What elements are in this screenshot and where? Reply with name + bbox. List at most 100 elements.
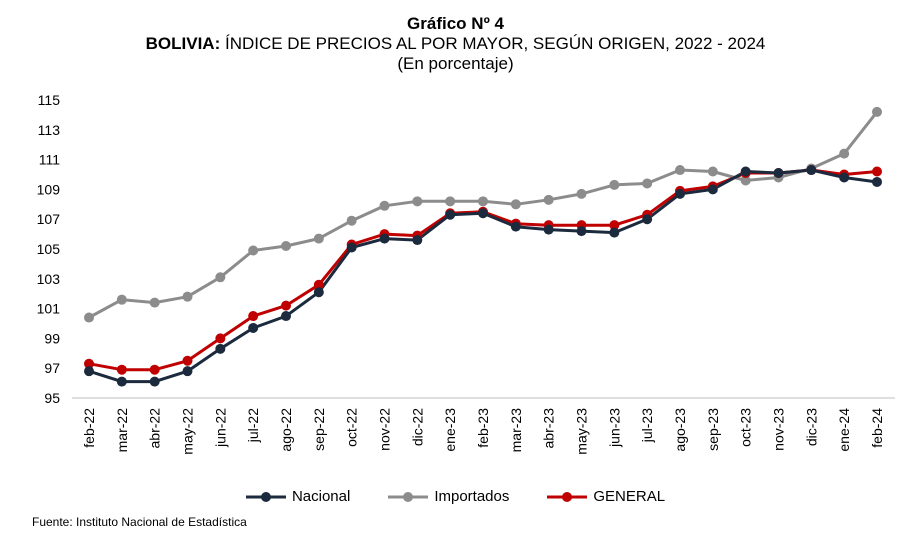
data-point-importados — [609, 179, 620, 190]
x-tick-label: jul-23 — [639, 408, 655, 443]
data-point-nacional — [576, 226, 587, 237]
data-point-importados — [248, 245, 259, 256]
y-tick-label: 107 — [37, 211, 61, 227]
data-point-importados — [149, 297, 160, 308]
x-tick-label: jun-23 — [606, 408, 622, 448]
chart-title-country: BOLIVIA: — [145, 34, 221, 53]
data-point-importados — [839, 148, 850, 159]
data-point-importados — [707, 166, 718, 177]
y-tick-label: 95 — [44, 390, 60, 406]
source-note: Fuente: Instituto Nacional de Estadístic… — [32, 515, 247, 529]
data-point-nacional — [116, 376, 127, 387]
data-point-nacional — [839, 172, 850, 183]
data-point-general — [313, 279, 324, 290]
x-tick-label: oct-22 — [344, 408, 360, 447]
data-point-nacional — [872, 176, 882, 187]
x-tick-label: feb-24 — [869, 408, 885, 448]
y-tick-label: 103 — [37, 271, 61, 287]
data-point-nacional — [313, 287, 324, 298]
data-point-general — [215, 333, 226, 344]
data-point-importados — [313, 233, 324, 244]
x-tick-label: sep-23 — [705, 408, 721, 451]
legend-item-importados: Importados — [388, 488, 509, 505]
data-point-nacional — [182, 366, 193, 377]
x-tick-label: may-23 — [574, 408, 590, 455]
x-tick-label: abr-23 — [541, 408, 557, 449]
x-tick-label: feb-23 — [475, 408, 491, 448]
x-tick-label: oct-23 — [738, 408, 754, 447]
data-point-nacional — [412, 235, 423, 246]
data-point-general — [248, 311, 259, 322]
data-point-importados — [872, 106, 882, 117]
data-point-nacional — [215, 343, 226, 354]
x-tick-label: ago-22 — [278, 408, 294, 452]
data-point-nacional — [281, 311, 291, 322]
x-tick-label: abr-22 — [147, 408, 163, 449]
data-point-importados — [478, 196, 488, 207]
x-tick-label: jun-22 — [212, 408, 228, 448]
data-point-importados — [576, 188, 587, 199]
y-axis-ticks: 95 97 99 101 103 105 107 109 111 113 115 — [37, 92, 61, 406]
data-point-general — [84, 358, 94, 369]
data-point-nacional — [445, 209, 456, 220]
legend-item-nacional: Nacional — [245, 488, 351, 505]
data-point-general — [149, 364, 160, 375]
legend-label-general: GENERAL — [593, 488, 666, 505]
data-point-nacional — [707, 184, 718, 195]
x-tick-label: mar-22 — [114, 408, 130, 453]
legend-label-nacional: Nacional — [291, 488, 351, 505]
legend-item-general: GENERAL — [547, 488, 665, 505]
data-point-nacional — [248, 322, 259, 333]
data-point-general — [281, 300, 291, 311]
data-point-importados — [84, 312, 94, 323]
data-point-nacional — [675, 188, 685, 199]
chart-legend: Nacional Importados GENERAL — [0, 488, 911, 505]
data-point-importados — [346, 215, 357, 226]
data-point-importados — [445, 196, 456, 207]
x-tick-label: feb-22 — [81, 408, 97, 448]
y-tick-label: 113 — [38, 122, 61, 138]
x-tick-label: dic-23 — [803, 408, 819, 446]
data-point-general — [182, 355, 193, 366]
legend-marker-nacional — [245, 491, 286, 502]
data-point-importados — [281, 241, 291, 252]
data-point-importados — [510, 199, 521, 210]
y-tick-label: 99 — [44, 330, 60, 346]
data-point-importados — [116, 294, 127, 305]
legend-label-importados: Importados — [434, 488, 510, 505]
data-point-nacional — [84, 366, 94, 377]
y-tick-label: 115 — [38, 92, 61, 108]
data-point-nacional — [510, 221, 521, 232]
data-point-importados — [215, 272, 226, 283]
x-tick-label: jul-22 — [245, 408, 261, 443]
data-point-importados — [379, 200, 390, 211]
x-tick-label: sep-22 — [311, 408, 327, 451]
x-tick-label: may-22 — [180, 408, 196, 455]
chart-title-block: Gráfico Nº 4 BOLIVIA: ÍNDICE DE PRECIOS … — [0, 14, 911, 74]
data-point-importados — [543, 194, 554, 205]
y-tick-label: 111 — [39, 152, 60, 168]
legend-marker-importados — [388, 491, 429, 502]
y-tick-label: 97 — [44, 360, 60, 376]
data-point-nacional — [478, 208, 488, 219]
y-tick-label: 101 — [37, 301, 61, 317]
data-point-nacional — [642, 214, 653, 225]
x-tick-label: nov-23 — [771, 408, 787, 451]
chart-number: Gráfico Nº 4 — [407, 14, 504, 33]
series-lines — [88, 110, 879, 384]
data-point-importados — [675, 165, 685, 176]
x-tick-label: mar-23 — [508, 408, 524, 453]
data-point-importados — [642, 178, 653, 189]
x-tick-label: dic-22 — [409, 408, 425, 446]
data-point-nacional — [346, 242, 357, 253]
legend-marker-general — [547, 491, 588, 502]
x-tick-label: nov-22 — [377, 408, 393, 451]
data-point-nacional — [379, 233, 390, 244]
chart-title-text: ÍNDICE DE PRECIOS AL POR MAYOR, SEGÚN OR… — [220, 34, 766, 53]
data-point-nacional — [149, 376, 160, 387]
x-tick-label: ago-23 — [672, 408, 688, 452]
data-point-general — [872, 166, 882, 177]
y-tick-label: 105 — [37, 241, 61, 257]
data-point-importados — [412, 196, 423, 207]
